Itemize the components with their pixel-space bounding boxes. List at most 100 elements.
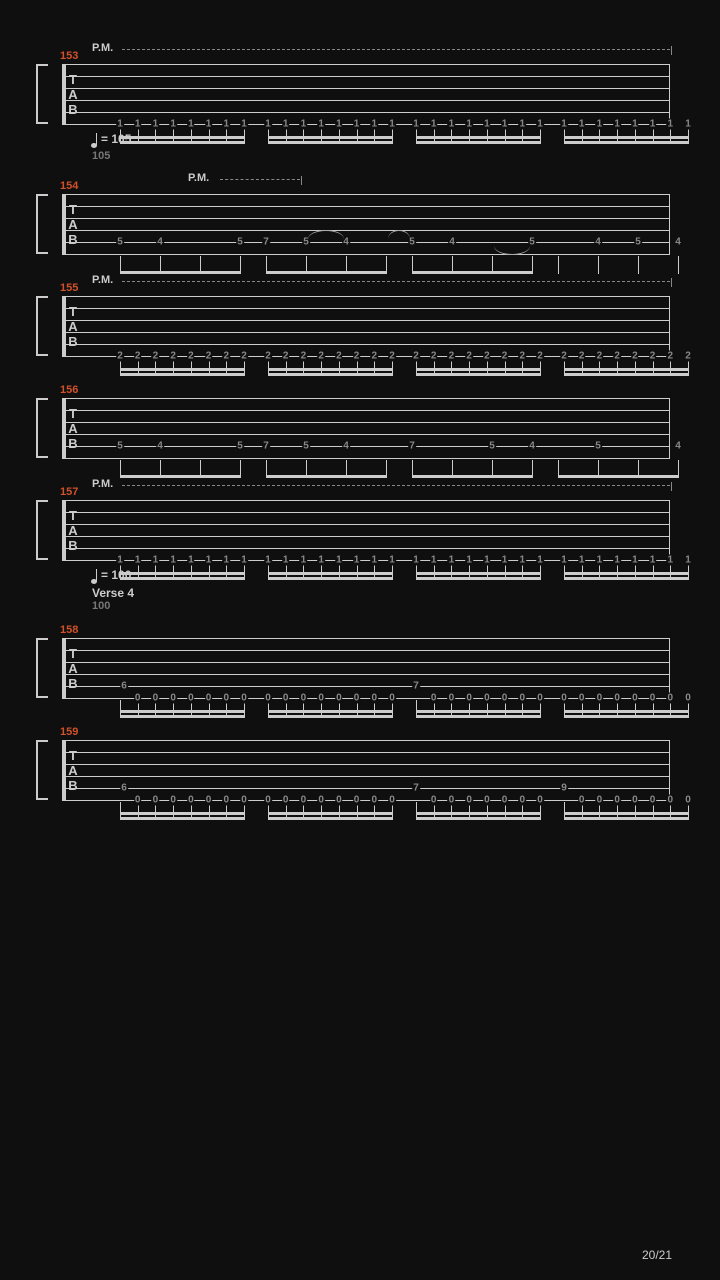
fret-number: 7 [262, 237, 270, 248]
fret-number: 2 [501, 351, 509, 362]
fret-number: 1 [448, 119, 456, 130]
fret-number: 5 [302, 441, 310, 452]
fret-number: 0 [684, 795, 692, 806]
fret-number: 6 [120, 681, 128, 692]
measure-155: 155P.M.TAB222222222222222222222222222222… [36, 296, 680, 356]
fret-number: 1 [223, 119, 231, 130]
fret-number: 0 [684, 693, 692, 704]
measure-154: 154P.M.= 105105TAB545754545454 [36, 194, 680, 254]
fret-number: 1 [613, 119, 621, 130]
fret-number: 1 [264, 119, 272, 130]
fret-number: 5 [488, 441, 496, 452]
fret-number: 1 [412, 555, 420, 566]
fret-number: 1 [371, 555, 379, 566]
fret-number: 0 [353, 795, 361, 806]
fret-number: 5 [634, 237, 642, 248]
fret-number: 1 [282, 119, 290, 130]
fret-number: 1 [335, 555, 343, 566]
fret-number: 1 [116, 119, 124, 130]
fret-number: 0 [483, 795, 491, 806]
sub-label: 100 [92, 600, 110, 612]
fret-number: 0 [152, 693, 160, 704]
fret-number: 2 [483, 351, 491, 362]
tab-clef: TAB [67, 202, 79, 247]
fret-number: 2 [631, 351, 639, 362]
fret-number: 0 [388, 693, 396, 704]
fret-number: 1 [430, 119, 438, 130]
fret-number: 0 [264, 795, 272, 806]
fret-number: 2 [519, 351, 527, 362]
fret-number: 0 [205, 693, 213, 704]
fret-number: 0 [501, 693, 509, 704]
fret-number: 1 [353, 555, 361, 566]
fret-number: 4 [594, 237, 602, 248]
fret-number: 2 [448, 351, 456, 362]
fret-number: 2 [335, 351, 343, 362]
fret-number: 4 [448, 237, 456, 248]
fret-number: 0 [300, 693, 308, 704]
fret-number: 5 [236, 441, 244, 452]
fret-number: 2 [596, 351, 604, 362]
fret-number: 1 [187, 119, 195, 130]
measure-156: 156TAB54575475454 [36, 398, 680, 458]
fret-number: 1 [371, 119, 379, 130]
fret-number: 1 [631, 119, 639, 130]
fret-number: 2 [371, 351, 379, 362]
fret-number: 0 [596, 693, 604, 704]
fret-number: 1 [667, 119, 675, 130]
fret-number: 0 [335, 693, 343, 704]
fret-number: 1 [667, 555, 675, 566]
fret-number: 2 [649, 351, 657, 362]
fret-number: 0 [578, 693, 586, 704]
tie-arc [388, 230, 410, 239]
fret-number: 0 [519, 693, 527, 704]
fret-number: 2 [465, 351, 473, 362]
fret-number: 1 [223, 555, 231, 566]
fret-number: 1 [483, 555, 491, 566]
fret-number: 1 [684, 119, 692, 130]
fret-number: 0 [317, 795, 325, 806]
fret-number: 0 [187, 693, 195, 704]
fret-number: 0 [519, 795, 527, 806]
fret-number: 1 [578, 555, 586, 566]
fret-number: 1 [205, 119, 213, 130]
fret-number: 2 [152, 351, 160, 362]
tab-clef: TAB [67, 748, 79, 793]
fret-number: 1 [317, 119, 325, 130]
fret-number: 1 [649, 555, 657, 566]
fret-number: 4 [674, 441, 682, 452]
tie-arc [308, 230, 344, 239]
palm-mute-label: P.M. [92, 42, 113, 54]
fret-number: 2 [264, 351, 272, 362]
fret-number: 1 [613, 555, 621, 566]
palm-mute-line [122, 485, 670, 486]
fret-number: 0 [448, 795, 456, 806]
measure-number: 156 [60, 384, 78, 396]
section-label: Verse 4 [92, 586, 134, 600]
palm-mute-label: P.M. [92, 274, 113, 286]
tab-staff: TAB11111111111111111111111111111111 [62, 64, 670, 124]
fret-number: 1 [519, 555, 527, 566]
fret-number: 1 [264, 555, 272, 566]
measure-158: 158= 100Verse 4100TAB0000000000000000000… [36, 638, 680, 698]
fret-number: 1 [134, 555, 142, 566]
fret-number: 2 [353, 351, 361, 362]
tempo-marking: = 100 [96, 568, 131, 582]
fret-number: 2 [388, 351, 396, 362]
fret-number: 0 [169, 693, 177, 704]
fret-number: 2 [613, 351, 621, 362]
fret-number: 0 [649, 693, 657, 704]
fret-number: 4 [156, 237, 164, 248]
page-number: 20/21 [642, 1248, 672, 1262]
fret-number: 0 [613, 693, 621, 704]
fret-number: 0 [667, 693, 675, 704]
fret-number: 2 [134, 351, 142, 362]
fret-number: 1 [388, 119, 396, 130]
fret-number: 1 [578, 119, 586, 130]
fret-number: 0 [371, 795, 379, 806]
fret-number: 0 [282, 795, 290, 806]
tab-staff: TAB00000000000000000000000000000679 [62, 740, 670, 800]
fret-number: 2 [300, 351, 308, 362]
fret-number: 5 [116, 441, 124, 452]
fret-number: 0 [578, 795, 586, 806]
